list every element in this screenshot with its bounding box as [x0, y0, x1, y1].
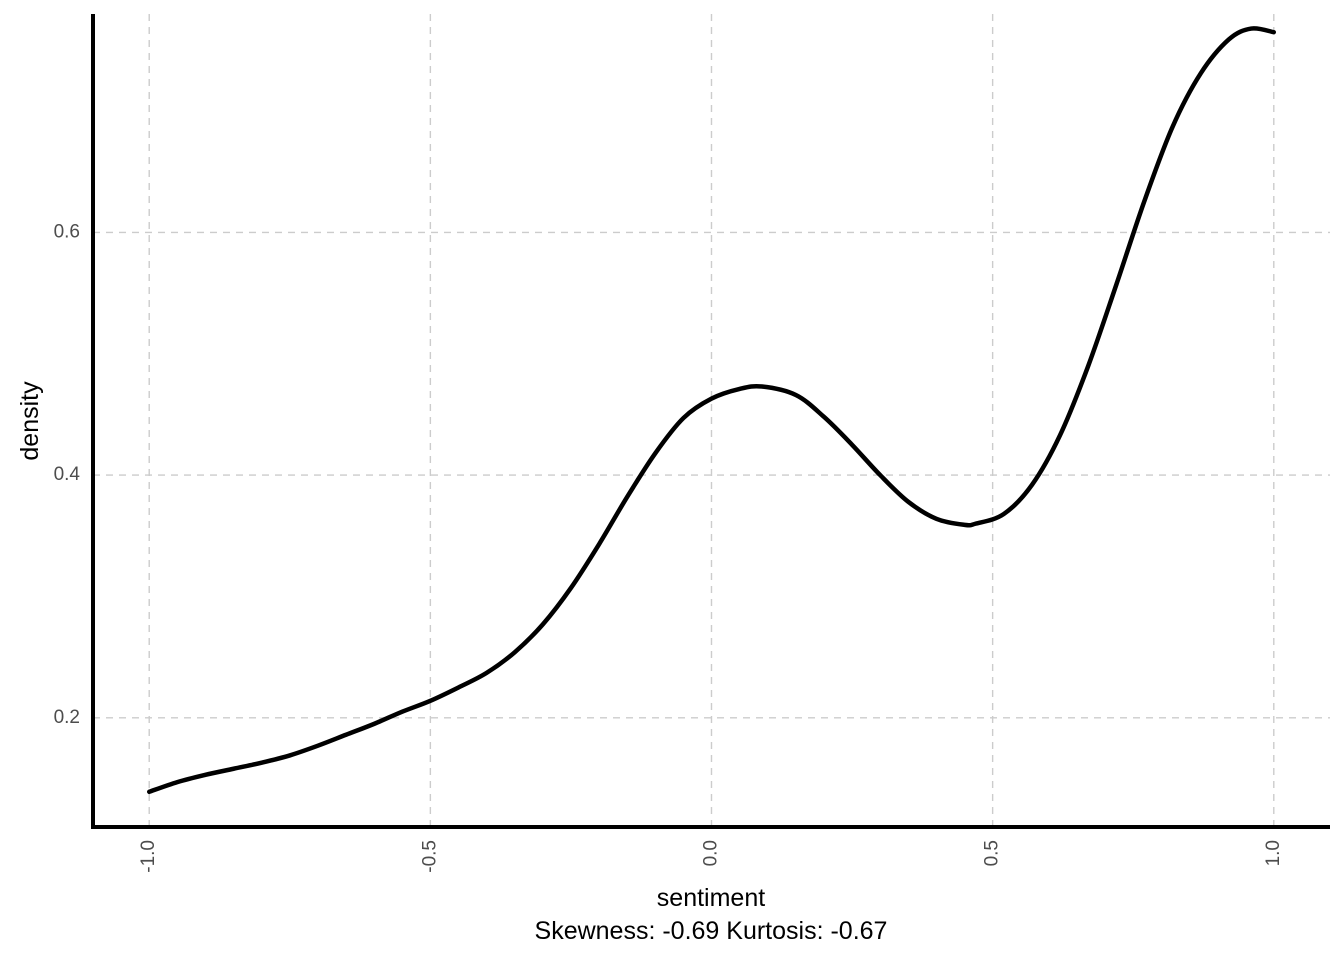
y-axis-title: density [16, 381, 44, 461]
grid-lines [93, 14, 1330, 827]
density-series [146, 26, 1277, 795]
x-tick-label: 1.0 [1263, 840, 1284, 866]
x-tick-label: -1.0 [138, 840, 159, 873]
y-tick-label: 0.6 [54, 221, 80, 242]
x-tick-label: 0.0 [701, 840, 722, 866]
y-tick-label: 0.4 [54, 464, 81, 485]
tick-labels: -1.0 -0.5 0.0 0.5 1.0 0.2 0.4 0.6 [54, 221, 1284, 872]
y-tick-label: 0.2 [54, 707, 80, 728]
density-curve [146, 26, 1277, 795]
statistics-caption: Skewness: -0.69 Kurtosis: -0.67 [535, 917, 888, 945]
axes [91, 14, 1330, 829]
x-tick-label: 0.5 [982, 840, 1003, 866]
x-axis-title: sentiment [657, 884, 765, 912]
x-tick-label: -0.5 [419, 840, 440, 873]
